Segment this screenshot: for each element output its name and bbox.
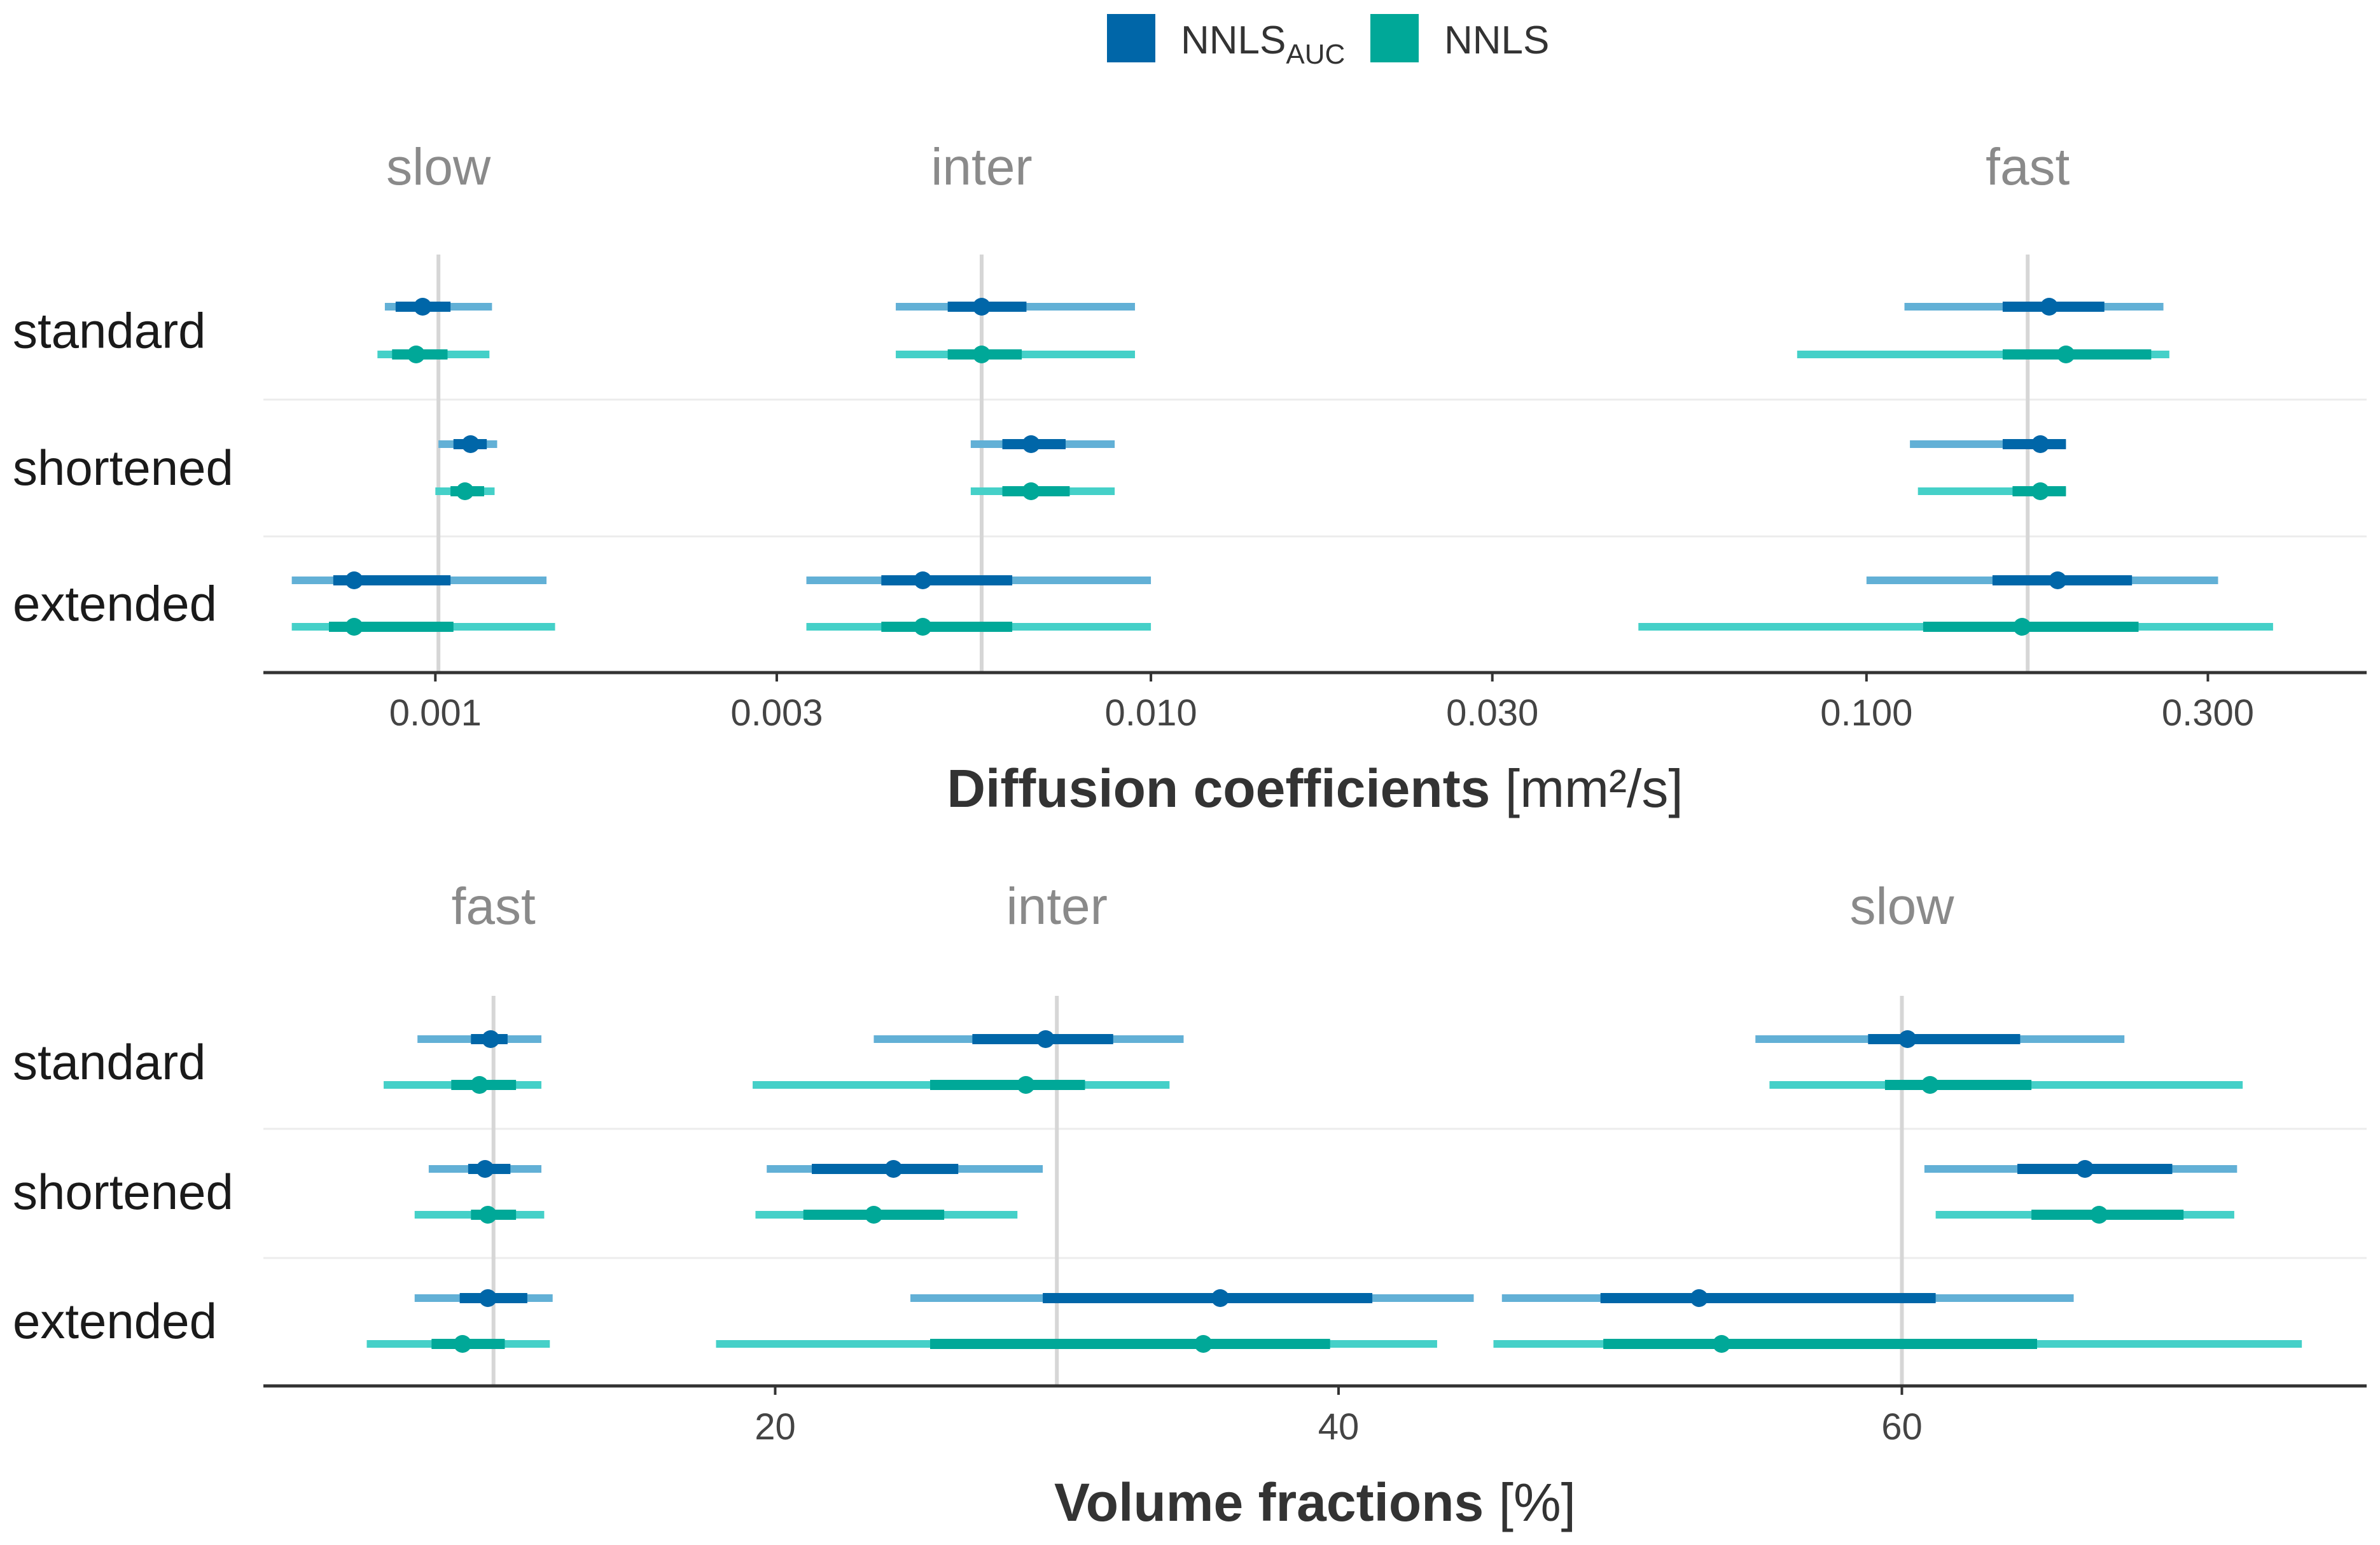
panel-label-fast: fast: [452, 877, 536, 935]
median-point-fast-extended-nnls: [454, 1335, 472, 1353]
median-point-fast-extended-nnls-auc: [478, 1289, 497, 1307]
median-point-inter-standard-nnls-auc: [972, 298, 991, 316]
median-point-inter-shortened-nnls-auc: [1022, 435, 1040, 453]
median-point-slow-standard-nnls-auc: [414, 298, 432, 316]
median-point-slow-extended-nnls-auc: [345, 571, 363, 589]
median-point-fast-standard-nnls: [2057, 346, 2075, 363]
median-point-inter-shortened-nnls: [1022, 482, 1040, 500]
x-tick-label: 0.100: [1820, 692, 1912, 734]
x-tick-label: 20: [755, 1406, 796, 1448]
x-axis-title: Diffusion coefficients [mm²/s]: [947, 759, 1683, 818]
median-point-fast-standard-nnls: [470, 1076, 489, 1094]
median-point-slow-extended-nnls-auc: [1690, 1289, 1708, 1307]
legend-item-nnls: NNLS: [1370, 14, 1549, 62]
median-point-fast-extended-nnls-auc: [2049, 571, 2067, 589]
median-point-slow-shortened-nnls: [456, 482, 474, 500]
median-point-inter-shortened-nnls: [865, 1206, 883, 1224]
legend-label-nnls-auc: NNLSAUC: [1181, 18, 1345, 70]
row-label-standard: standard: [13, 303, 206, 359]
median-point-inter-shortened-nnls-auc: [884, 1160, 903, 1178]
median-point-slow-extended-nnls: [345, 618, 363, 636]
x-tick-label: 0.003: [730, 692, 823, 734]
legend-item-nnls-auc: NNLSAUC: [1107, 14, 1345, 70]
median-point-slow-extended-nnls: [1713, 1335, 1731, 1353]
legend-swatch-nnls: [1370, 14, 1419, 62]
x-axis-title: Volume fractions [%]: [1054, 1472, 1576, 1532]
median-point-inter-standard-nnls: [972, 346, 991, 363]
panel-label-inter: inter: [1006, 877, 1108, 935]
row-label-shortened: shortened: [13, 440, 233, 496]
median-point-inter-standard-nnls: [1017, 1076, 1035, 1094]
median-point-fast-shortened-nnls-auc: [2031, 435, 2050, 453]
x-axis-title-unit: [mm²/s]: [1490, 759, 1683, 818]
median-point-inter-extended-nnls: [1194, 1335, 1213, 1353]
median-point-slow-standard-nnls: [407, 346, 426, 363]
x-axis-title-name: Volume fractions: [1054, 1472, 1484, 1532]
median-point-slow-standard-nnls: [1921, 1076, 1939, 1094]
median-point-slow-shortened-nnls: [2090, 1206, 2108, 1224]
x-tick-label: 0.001: [389, 692, 482, 734]
median-point-fast-standard-nnls-auc: [2040, 298, 2058, 316]
median-point-inter-extended-nnls-auc: [1211, 1289, 1230, 1307]
median-point-slow-standard-nnls-auc: [1898, 1030, 1917, 1048]
median-point-fast-standard-nnls-auc: [482, 1030, 500, 1048]
panel-label-fast: fast: [1986, 138, 2070, 196]
median-point-fast-shortened-nnls: [478, 1206, 497, 1224]
median-point-slow-shortened-nnls-auc: [2076, 1160, 2094, 1178]
median-point-fast-shortened-nnls-auc: [476, 1160, 494, 1178]
median-point-inter-extended-nnls: [914, 618, 932, 636]
row-label-extended: extended: [13, 576, 217, 632]
panel-label-slow: slow: [386, 138, 491, 196]
x-axis-title-unit: [%]: [1484, 1472, 1576, 1532]
median-point-inter-standard-nnls-auc: [1036, 1030, 1055, 1048]
legend: NNLSAUC NNLS: [1107, 14, 1549, 70]
diffusion-coefficients-chart: slow inter fast standard shortened extended 0.…: [13, 138, 2367, 818]
median-point-fast-shortened-nnls: [2031, 482, 2050, 500]
row-label-extended: extended: [13, 1293, 217, 1349]
x-axis-title-name: Diffusion coefficients: [947, 759, 1490, 818]
x-tick-label: 0.010: [1104, 692, 1197, 734]
legend-label-nnls: NNLS: [1444, 18, 1549, 62]
x-tick-label: 0.030: [1446, 692, 1538, 734]
legend-swatch-nnls-auc: [1107, 14, 1155, 62]
panel-label-inter: inter: [931, 138, 1033, 196]
median-point-fast-extended-nnls: [2013, 618, 2031, 636]
row-label-standard: standard: [13, 1034, 206, 1090]
x-tick-label: 40: [1318, 1406, 1360, 1448]
median-point-slow-shortened-nnls-auc: [461, 435, 480, 453]
panel-label-slow: slow: [1849, 877, 1954, 935]
x-tick-label: 60: [1881, 1406, 1923, 1448]
row-label-shortened: shortened: [13, 1164, 233, 1220]
volume-fractions-chart: fast inter slow standard shortened extended 20…: [13, 877, 2367, 1532]
x-tick-label: 0.300: [2162, 692, 2254, 734]
median-point-inter-extended-nnls-auc: [914, 571, 932, 589]
